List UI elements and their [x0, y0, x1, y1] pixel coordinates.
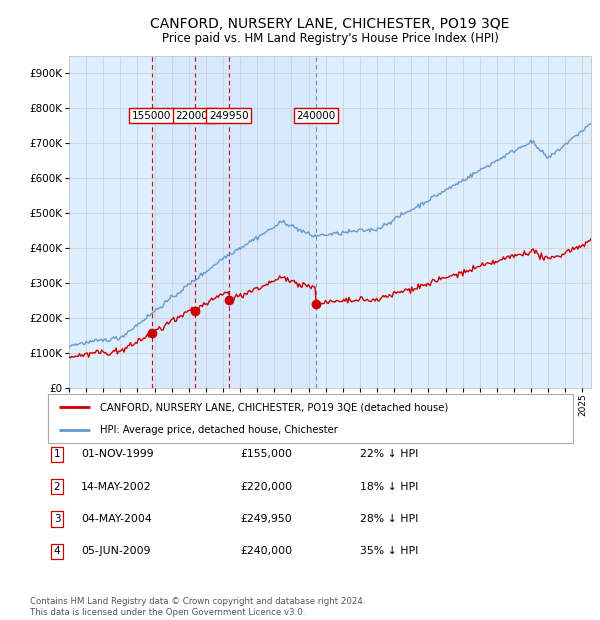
Text: £240,000: £240,000	[240, 546, 292, 556]
Text: 3: 3	[53, 514, 61, 524]
Text: 240000: 240000	[296, 110, 335, 120]
Text: 04-MAY-2004: 04-MAY-2004	[81, 514, 152, 524]
Text: 35% ↓ HPI: 35% ↓ HPI	[360, 546, 418, 556]
Text: 4: 4	[53, 546, 61, 556]
Text: CANFORD, NURSERY LANE, CHICHESTER, PO19 3QE: CANFORD, NURSERY LANE, CHICHESTER, PO19 …	[151, 17, 509, 32]
FancyBboxPatch shape	[48, 394, 573, 443]
Text: Price paid vs. HM Land Registry's House Price Index (HPI): Price paid vs. HM Land Registry's House …	[161, 32, 499, 45]
Text: £249,950: £249,950	[240, 514, 292, 524]
Text: CANFORD, NURSERY LANE, CHICHESTER, PO19 3QE (detached house): CANFORD, NURSERY LANE, CHICHESTER, PO19 …	[101, 402, 449, 412]
Text: 05-JUN-2009: 05-JUN-2009	[81, 546, 151, 556]
Text: 28% ↓ HPI: 28% ↓ HPI	[360, 514, 418, 524]
Text: 1: 1	[53, 450, 61, 459]
Text: 22% ↓ HPI: 22% ↓ HPI	[360, 450, 418, 459]
Text: 155000: 155000	[132, 110, 172, 120]
Text: 220000: 220000	[176, 110, 215, 120]
Text: HPI: Average price, detached house, Chichester: HPI: Average price, detached house, Chic…	[101, 425, 338, 435]
Bar	[152, 56, 229, 388]
Text: £220,000: £220,000	[240, 482, 292, 492]
Bar	[229, 56, 316, 388]
Text: 01-NOV-1999: 01-NOV-1999	[81, 450, 154, 459]
Text: Contains HM Land Registry data © Crown copyright and database right 2024.
This d: Contains HM Land Registry data © Crown c…	[30, 598, 365, 617]
Text: £155,000: £155,000	[240, 450, 292, 459]
Text: 2: 2	[53, 482, 61, 492]
Text: 14-MAY-2002: 14-MAY-2002	[81, 482, 152, 492]
Text: 249950: 249950	[209, 110, 248, 120]
Text: 18% ↓ HPI: 18% ↓ HPI	[360, 482, 418, 492]
